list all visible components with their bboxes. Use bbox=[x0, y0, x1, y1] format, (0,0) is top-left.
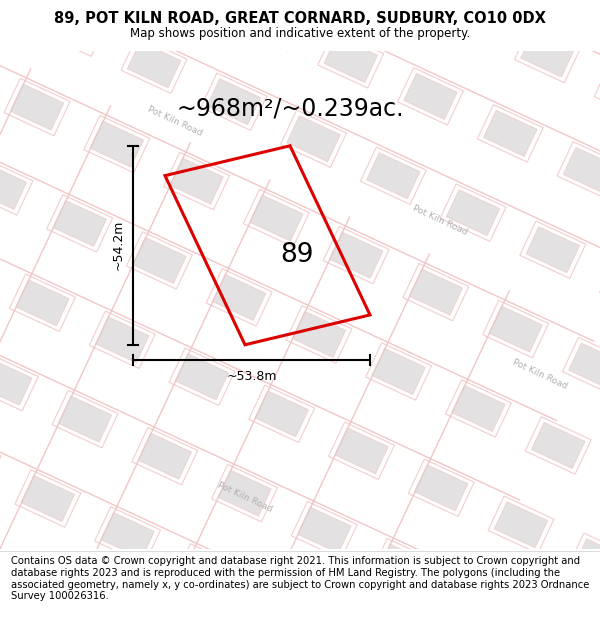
Polygon shape bbox=[367, 152, 420, 199]
Polygon shape bbox=[16, 280, 69, 326]
Polygon shape bbox=[335, 428, 388, 474]
Polygon shape bbox=[21, 476, 74, 521]
Polygon shape bbox=[563, 148, 600, 193]
Polygon shape bbox=[532, 422, 585, 468]
Text: Contains OS data © Crown copyright and database right 2021. This information is : Contains OS data © Crown copyright and d… bbox=[11, 556, 589, 601]
Text: Pot Kiln Road: Pot Kiln Road bbox=[216, 481, 274, 514]
Polygon shape bbox=[372, 349, 425, 394]
Polygon shape bbox=[415, 465, 468, 511]
Polygon shape bbox=[207, 79, 260, 125]
Polygon shape bbox=[489, 306, 542, 352]
Polygon shape bbox=[53, 201, 106, 246]
Polygon shape bbox=[64, 592, 117, 625]
Polygon shape bbox=[101, 512, 154, 559]
Polygon shape bbox=[521, 31, 574, 77]
Polygon shape bbox=[90, 121, 143, 167]
Polygon shape bbox=[340, 624, 394, 625]
Text: Pot Kiln Road: Pot Kiln Road bbox=[411, 204, 469, 237]
Text: ~53.8m: ~53.8m bbox=[226, 369, 277, 382]
Polygon shape bbox=[329, 232, 383, 278]
Text: Pot Kiln Road: Pot Kiln Road bbox=[511, 358, 569, 391]
Polygon shape bbox=[377, 544, 431, 590]
Polygon shape bbox=[446, 190, 500, 236]
Polygon shape bbox=[494, 502, 548, 548]
Polygon shape bbox=[457, 581, 511, 625]
Polygon shape bbox=[0, 163, 26, 209]
Polygon shape bbox=[212, 274, 266, 321]
Polygon shape bbox=[175, 354, 229, 400]
Polygon shape bbox=[95, 317, 149, 362]
Polygon shape bbox=[58, 396, 112, 442]
Polygon shape bbox=[170, 158, 223, 204]
Polygon shape bbox=[404, 73, 457, 119]
Polygon shape bbox=[409, 269, 463, 315]
Polygon shape bbox=[255, 391, 308, 437]
Text: ~54.2m: ~54.2m bbox=[112, 220, 125, 271]
Text: Pot Kiln Road: Pot Kiln Road bbox=[146, 104, 204, 138]
Polygon shape bbox=[441, 0, 494, 40]
Polygon shape bbox=[138, 433, 191, 479]
Polygon shape bbox=[537, 618, 590, 625]
Text: Map shows position and indicative extent of the property.: Map shows position and indicative extent… bbox=[130, 27, 470, 40]
Polygon shape bbox=[574, 539, 600, 585]
Text: 89, POT KILN ROAD, GREAT CORNARD, SUDBURY, CO10 0DX: 89, POT KILN ROAD, GREAT CORNARD, SUDBUR… bbox=[54, 11, 546, 26]
Polygon shape bbox=[181, 549, 234, 596]
Polygon shape bbox=[0, 359, 32, 405]
Polygon shape bbox=[484, 111, 537, 156]
Polygon shape bbox=[287, 116, 340, 162]
Polygon shape bbox=[324, 36, 377, 82]
Text: 89: 89 bbox=[281, 242, 314, 268]
Polygon shape bbox=[298, 507, 351, 553]
Polygon shape bbox=[0, 555, 37, 601]
Polygon shape bbox=[47, 5, 101, 51]
Polygon shape bbox=[569, 343, 600, 389]
Text: ~968m²/~0.239ac.: ~968m²/~0.239ac. bbox=[176, 96, 404, 120]
Polygon shape bbox=[292, 311, 346, 358]
Polygon shape bbox=[260, 586, 314, 625]
Polygon shape bbox=[250, 195, 303, 241]
Polygon shape bbox=[133, 238, 186, 283]
Polygon shape bbox=[452, 386, 505, 431]
Polygon shape bbox=[127, 42, 181, 88]
Polygon shape bbox=[526, 227, 580, 272]
Polygon shape bbox=[218, 470, 271, 516]
Polygon shape bbox=[244, 0, 298, 46]
Polygon shape bbox=[10, 84, 64, 130]
